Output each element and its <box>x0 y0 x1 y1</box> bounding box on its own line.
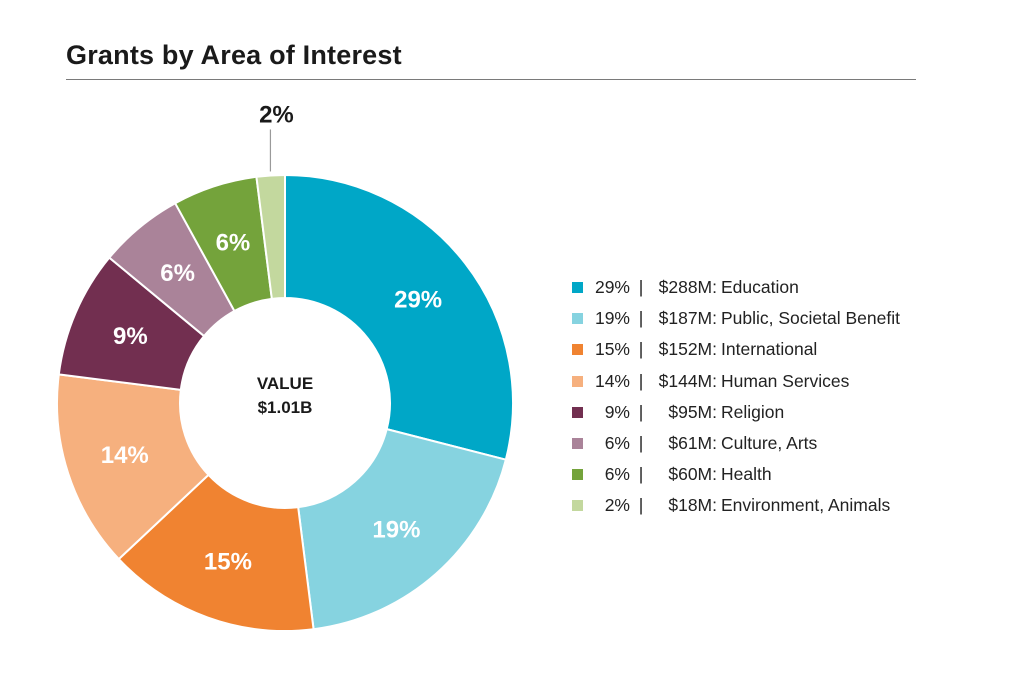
slice-label-7: 2% <box>259 101 294 128</box>
donut-slice-7 <box>255 173 286 300</box>
legend-separator: | <box>638 401 644 422</box>
legend-label: Culture, Arts <box>721 433 818 454</box>
legend-amount: $288M: <box>658 277 717 298</box>
legend-swatch <box>572 313 583 325</box>
slice-label-2: 15% <box>204 549 252 576</box>
legend-separator: | <box>638 370 644 391</box>
legend-item: 14% | $144M: Human Services <box>572 366 900 397</box>
legend-percent: 2% <box>604 495 630 516</box>
legend-percent: 15% <box>594 339 630 360</box>
legend-separator: | <box>638 339 644 360</box>
legend-label: Public, Societal Benefit <box>721 308 900 329</box>
slice-label-0: 29% <box>394 287 442 314</box>
legend-item: 9% | $95M: Religion <box>572 397 900 428</box>
legend-swatch <box>572 406 583 418</box>
slice-label-4: 9% <box>113 323 148 350</box>
legend-percent: 6% <box>604 433 630 454</box>
legend-item: 15% | $152M: International <box>572 334 900 365</box>
slice-label-5: 6% <box>160 260 195 287</box>
legend-amount: $95M: <box>668 401 717 422</box>
center-label: VALUE <box>257 374 313 393</box>
legend-percent: 14% <box>594 370 630 391</box>
legend-percent: 6% <box>604 464 630 485</box>
donut-slice-1 <box>297 427 508 631</box>
legend-separator: | <box>638 495 644 516</box>
legend-amount: $61M: <box>668 433 717 454</box>
title-divider <box>66 79 916 80</box>
legend-label: Religion <box>721 401 785 422</box>
legend-percent: 29% <box>594 277 630 298</box>
slice-label-3: 14% <box>101 442 149 469</box>
chart-legend: 29% | $288M: Education 19% | $187M: Public, Soc… <box>572 272 900 522</box>
legend-item: 19% | $187M: Public, Societal Benefit <box>572 303 900 334</box>
legend-amount: $187M: <box>658 308 717 329</box>
legend-amount: $18M: <box>668 495 717 516</box>
slice-label-6: 6% <box>216 230 251 257</box>
legend-separator: | <box>638 277 644 298</box>
legend-amount: $152M: <box>658 339 717 360</box>
slice-label-1: 19% <box>372 516 420 543</box>
donut-slice-0 <box>284 173 514 461</box>
legend-item: 29% | $288M: Education <box>572 272 900 303</box>
donut-chart: 29% 19% 15% 14% 9% 6% 6% 2% VALUE $1.01B <box>56 101 514 632</box>
legend-label: Human Services <box>721 370 850 391</box>
center-value: $1.01B <box>258 398 313 417</box>
legend-swatch <box>572 375 583 387</box>
donut-slice-3 <box>56 373 210 561</box>
legend-label: International <box>721 339 818 360</box>
legend-separator: | <box>638 464 644 485</box>
legend-item: 2% | $18M: Environment, Animals <box>572 490 900 521</box>
legend-swatch <box>572 344 583 356</box>
legend-swatch <box>572 282 583 294</box>
legend-amount: $144M: <box>658 370 717 391</box>
legend-item: 6% | $61M: Culture, Arts <box>572 428 900 459</box>
legend-label: Environment, Animals <box>721 495 891 516</box>
legend-percent: 9% <box>604 401 630 422</box>
chart-title: Grants by Area of Interest <box>66 40 402 70</box>
legend-separator: | <box>638 433 644 454</box>
legend-separator: | <box>638 308 644 329</box>
legend-item: 6% | $60M: Health <box>572 459 900 490</box>
legend-swatch <box>572 438 583 450</box>
legend-label: Health <box>721 464 772 485</box>
legend-amount: $60M: <box>668 464 717 485</box>
legend-percent: 19% <box>594 308 630 329</box>
legend-swatch <box>572 500 583 512</box>
legend-swatch <box>572 469 583 481</box>
legend-label: Education <box>721 277 799 298</box>
